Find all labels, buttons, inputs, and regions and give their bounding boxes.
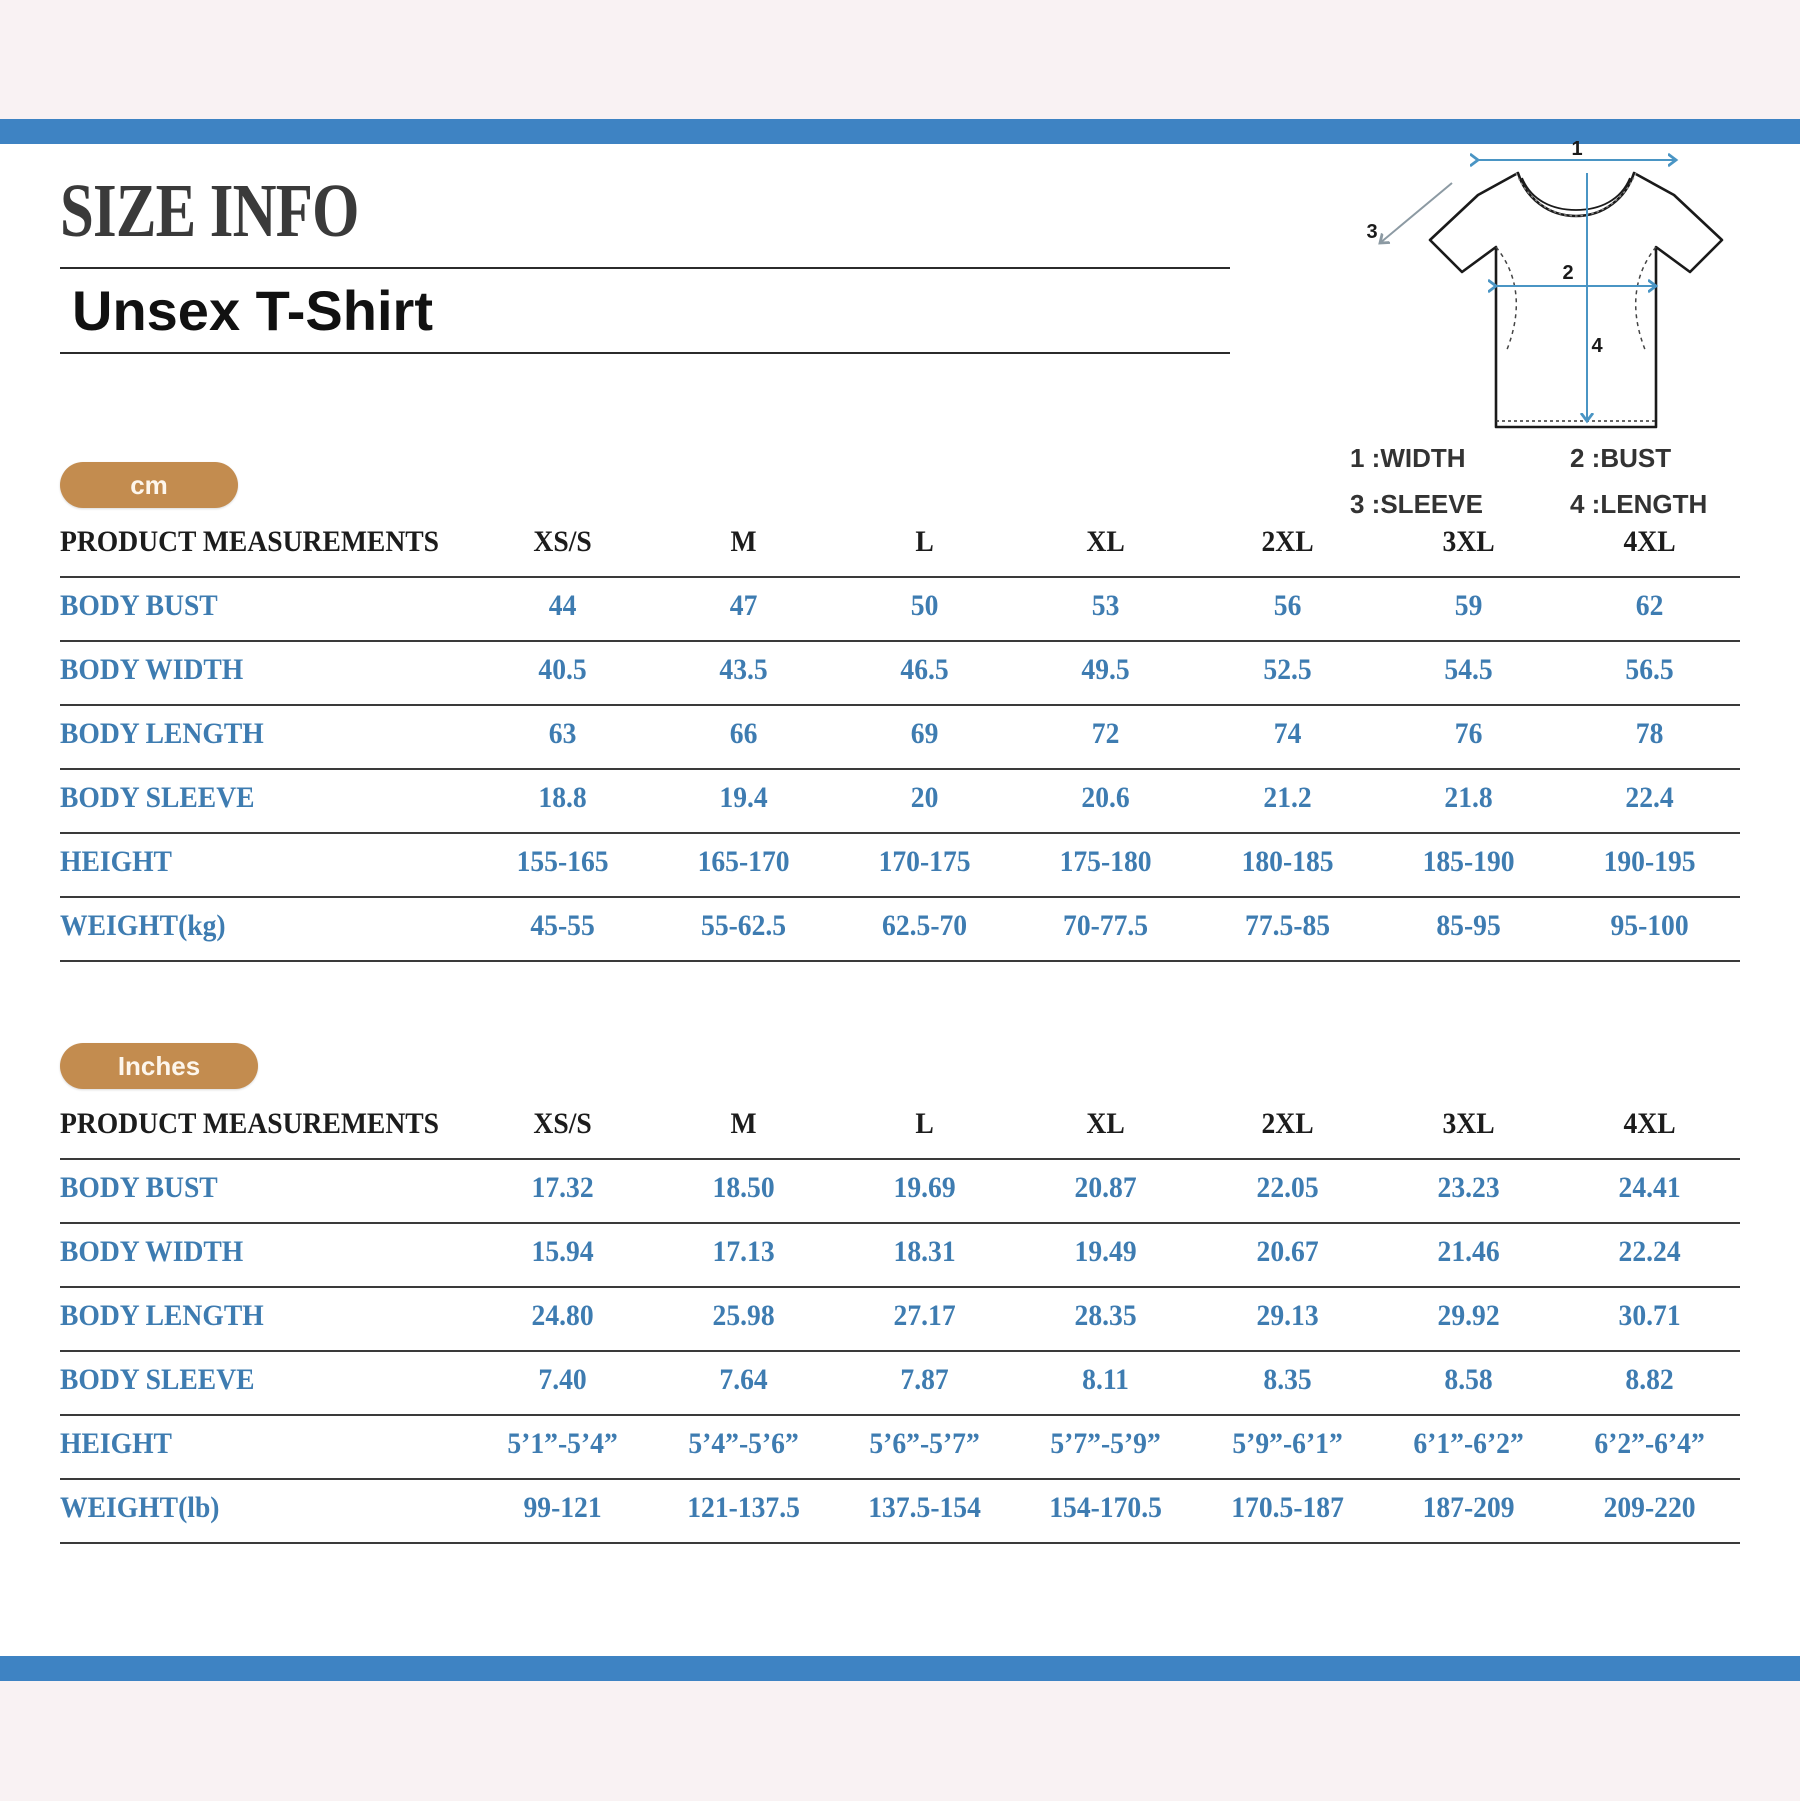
svg-text:4: 4 — [1591, 335, 1603, 357]
svg-text:1: 1 — [1571, 140, 1582, 160]
svg-text:2: 2 — [1562, 262, 1573, 284]
svg-text:3: 3 — [1366, 221, 1377, 243]
